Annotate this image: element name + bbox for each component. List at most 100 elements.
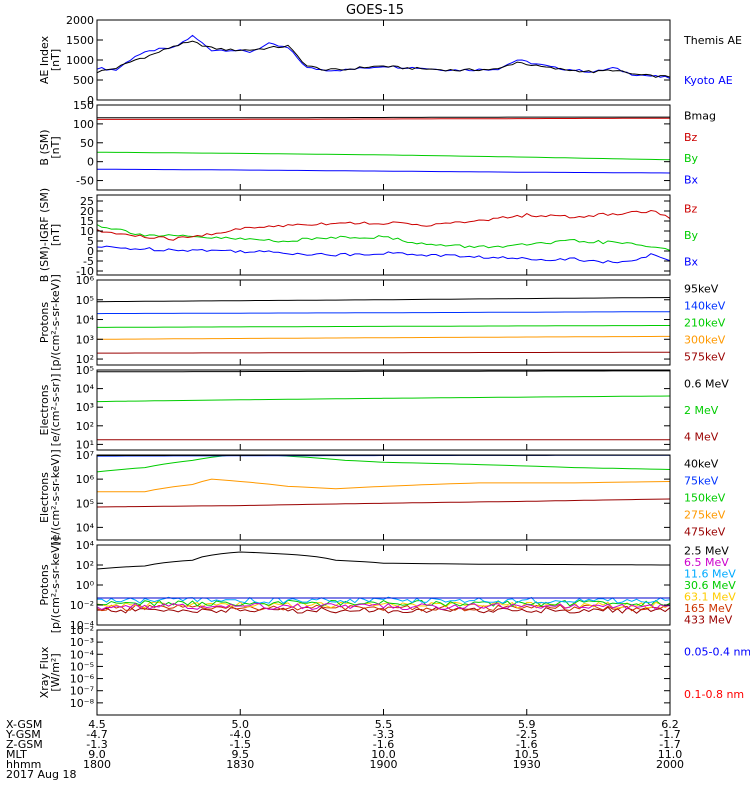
- series-line: [97, 455, 670, 473]
- x-axis-value: 11.0: [658, 748, 683, 761]
- y-tick-label: 10⁻⁶: [70, 673, 95, 686]
- series-line: [97, 551, 670, 570]
- legend-entry: Themis AE: [683, 34, 742, 47]
- y-tick-label: 10⁴: [76, 383, 95, 396]
- series-line: [97, 335, 670, 340]
- y-tick-label: 10⁰: [76, 579, 95, 592]
- legend-entry: 6.5 MeV: [684, 556, 729, 569]
- y-tick-label: 10⁴: [76, 521, 95, 534]
- legend-entry: Bmag: [684, 110, 716, 123]
- y-tick-label: 0: [87, 245, 94, 258]
- series-line: [97, 311, 670, 315]
- legend-entry: 433 MeV: [684, 613, 733, 626]
- x-axis-value: -3.3: [373, 728, 394, 741]
- y-tick-label: 10⁻⁴: [70, 648, 95, 661]
- y-tick-label: 10⁷: [76, 449, 94, 462]
- y-tick-label: 15: [80, 215, 94, 228]
- legend-entry: 95keV: [684, 283, 719, 296]
- y-tick-label: 10⁵: [76, 364, 94, 377]
- x-axis-value: 2000: [656, 758, 684, 771]
- x-axis-value: -2.5: [516, 728, 537, 741]
- legend-entry: 0.1-0.8 nm: [684, 688, 744, 701]
- x-axis-value: 5.0: [232, 718, 250, 731]
- legend-entry: By: [684, 229, 699, 242]
- figure-title: GOES-15: [346, 3, 404, 18]
- legend-entry: 0.6 MeV: [684, 377, 729, 390]
- y-tick-label: 10: [80, 225, 94, 238]
- y-tick-label: 10²: [76, 559, 94, 572]
- x-axis-value: -1.3: [86, 738, 107, 751]
- series-line: [97, 151, 670, 161]
- x-axis-value: 1830: [226, 758, 254, 771]
- series-line: [97, 395, 670, 403]
- x-axis-value: -1.7: [659, 738, 680, 751]
- series-line: [97, 297, 670, 303]
- y-tick-label: 10²: [76, 353, 94, 366]
- x-axis-row-label: MLT: [6, 748, 27, 761]
- series-line: [97, 209, 670, 241]
- legend-entry: Bz: [684, 131, 698, 144]
- y-tick-label: -5: [83, 255, 94, 268]
- y-axis-label: [e/(cm²-s-sr-keV)]: [49, 449, 62, 545]
- x-axis-value: 4.5: [88, 718, 106, 731]
- x-axis-value: 9.5: [232, 748, 250, 761]
- y-axis-label: [nT]: [49, 224, 62, 246]
- y-axis-label: Electrons: [38, 384, 51, 435]
- x-axis-value: -1.5: [230, 738, 251, 751]
- legend-entry: 300keV: [684, 334, 726, 347]
- legend-entry: Bz: [684, 202, 698, 215]
- y-tick-label: 10⁵: [76, 497, 94, 510]
- series-line: [97, 245, 670, 264]
- y-axis-label: B (SM)-IGRF (SM): [38, 188, 51, 282]
- y-tick-label: 10⁶: [76, 473, 95, 486]
- x-axis-value: 1930: [513, 758, 541, 771]
- y-tick-label: 1000: [66, 54, 94, 67]
- y-tick-label: 10²: [76, 420, 94, 433]
- y-tick-label: 10⁻⁵: [70, 660, 94, 673]
- x-axis-value: 1900: [370, 758, 398, 771]
- x-axis-value: 10.5: [515, 748, 540, 761]
- x-axis-value: -1.7: [659, 728, 680, 741]
- x-axis-row-label: hhmm: [6, 758, 41, 771]
- y-axis-label: [p/(cm²-s-sr-keV)]: [49, 537, 62, 634]
- series-group: [97, 34, 670, 80]
- x-axis-row-label: X-GSM: [6, 718, 42, 731]
- series-group: [97, 455, 670, 508]
- legend-entry: 210keV: [684, 317, 726, 330]
- y-axis-label: [nT]: [49, 49, 62, 71]
- y-tick-label: 150: [73, 99, 94, 112]
- legend-entry: 75keV: [684, 475, 719, 488]
- x-axis-value: 6.2: [661, 718, 679, 731]
- y-tick-label: 10⁵: [76, 294, 94, 307]
- x-axis-value: -1.6: [373, 738, 394, 751]
- y-axis-label: Electrons: [38, 472, 51, 523]
- y-axis-label: Protons: [38, 564, 51, 605]
- x-axis-value: 9.0: [88, 748, 106, 761]
- legend-entry: 275keV: [684, 509, 726, 522]
- y-tick-label: 0: [87, 156, 94, 169]
- y-tick-label: 100: [73, 118, 94, 131]
- y-tick-label: -10: [76, 265, 94, 278]
- series-line: [97, 224, 670, 251]
- x-axis-value: 5.5: [375, 718, 393, 731]
- y-tick-label: 0: [87, 94, 94, 107]
- legend-entry: 11.6 MeV: [684, 568, 736, 581]
- series-group: [97, 551, 670, 614]
- y-axis-label: [p/(cm²-s-sr-keV)]: [49, 274, 62, 371]
- y-axis-label: AE Index: [38, 35, 51, 84]
- y-tick-label: 2000: [66, 14, 94, 27]
- series-line: [97, 599, 670, 607]
- legend-entry: 0.05-0.4 nm: [684, 645, 750, 658]
- y-tick-label: 10⁻⁸: [70, 697, 95, 710]
- y-tick-label: 10⁻⁴: [70, 619, 95, 632]
- x-axis-value: 10.0: [371, 748, 396, 761]
- legend-entry: 4 MeV: [684, 431, 719, 444]
- panel-frame: [96, 369, 671, 451]
- series-line: [97, 602, 670, 611]
- y-tick-label: 10⁻³: [70, 636, 94, 649]
- legend-entry: 165 MeV: [684, 602, 733, 615]
- y-tick-label: 20: [80, 205, 94, 218]
- x-axis-value: -1.6: [516, 738, 537, 751]
